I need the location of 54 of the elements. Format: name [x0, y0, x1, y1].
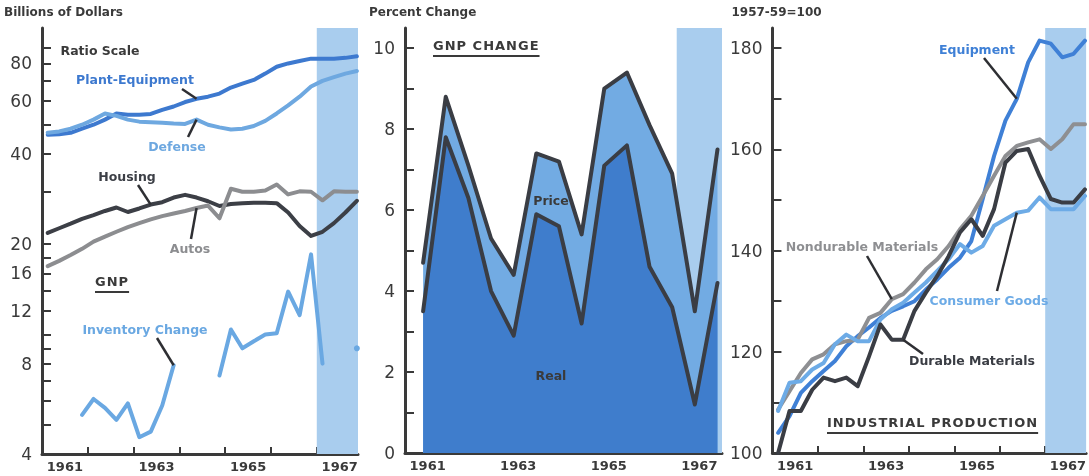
line-series [45, 182, 359, 269]
y-tick-label: 40 [10, 143, 32, 164]
y-tick-label: 140 [729, 240, 763, 261]
x-tick-label: 1961 [777, 458, 814, 473]
series-label: Equipment [939, 41, 1016, 57]
y-tick-label: 12 [10, 300, 32, 321]
text: INDUSTRIAL PRODUCTION [827, 415, 1039, 430]
x-tick-label: 1967 [681, 458, 718, 473]
y-tick-label: 0 [384, 443, 395, 463]
y-tick-label: 100 [729, 443, 763, 463]
y-tick-label: 4 [384, 281, 395, 302]
x-tick-label: 1965 [229, 459, 267, 474]
series-label: Defense [148, 138, 206, 154]
text: GNP CHANGE [433, 38, 540, 53]
y-tick-label: 8 [384, 119, 395, 140]
y-tick-label: 16 [10, 263, 32, 284]
line-series [45, 54, 359, 137]
y-tick-label: 4 [21, 444, 32, 464]
line-series [45, 69, 359, 135]
series-label: Plant-Equipment [76, 71, 194, 87]
x-tick-label: 1965 [590, 458, 627, 473]
x-tick-label: 1963 [868, 458, 905, 473]
y-tick-label: 60 [10, 90, 32, 111]
y-tick-label: 10 [373, 38, 395, 59]
y-tick-label: 160 [729, 139, 763, 160]
y-tick-label: 80 [10, 53, 32, 74]
y-axis-title: 1957-59=100 [731, 5, 822, 19]
x-tick-label: 1961 [46, 459, 83, 474]
x-tick-label: 1961 [409, 458, 446, 473]
y-axis-title: Percent Change [369, 5, 477, 19]
x-tick-label: 1963 [138, 459, 175, 474]
series-label: Durable Materials [909, 352, 1035, 368]
annotation: Ratio Scale [60, 42, 140, 58]
x-tick-label: 1963 [500, 458, 537, 473]
series-label: Real [535, 367, 567, 383]
line-series [776, 193, 1087, 414]
series-label: Autos [169, 240, 211, 256]
text: GNP [95, 274, 130, 289]
series-label: Nondurable Materials [785, 238, 939, 254]
y-tick-label: 2 [384, 362, 395, 383]
series-label: Inventory Change [82, 321, 208, 337]
series-label: Price [533, 192, 569, 208]
series-label: Housing [98, 168, 156, 184]
line-series [45, 192, 359, 238]
y-tick-label: 6 [384, 200, 395, 221]
y-tick-label: 180 [729, 38, 763, 59]
x-tick-label: 1965 [958, 458, 996, 473]
line-series [776, 122, 1087, 412]
y-axis-title: Billions of Dollars [4, 5, 123, 19]
x-tick-label: 1967 [1049, 458, 1087, 473]
y-tick-label: 8 [21, 353, 32, 374]
x-tick-label: 1967 [321, 459, 358, 474]
y-tick-label: 20 [10, 234, 32, 255]
y-tick-label: 120 [729, 341, 763, 362]
